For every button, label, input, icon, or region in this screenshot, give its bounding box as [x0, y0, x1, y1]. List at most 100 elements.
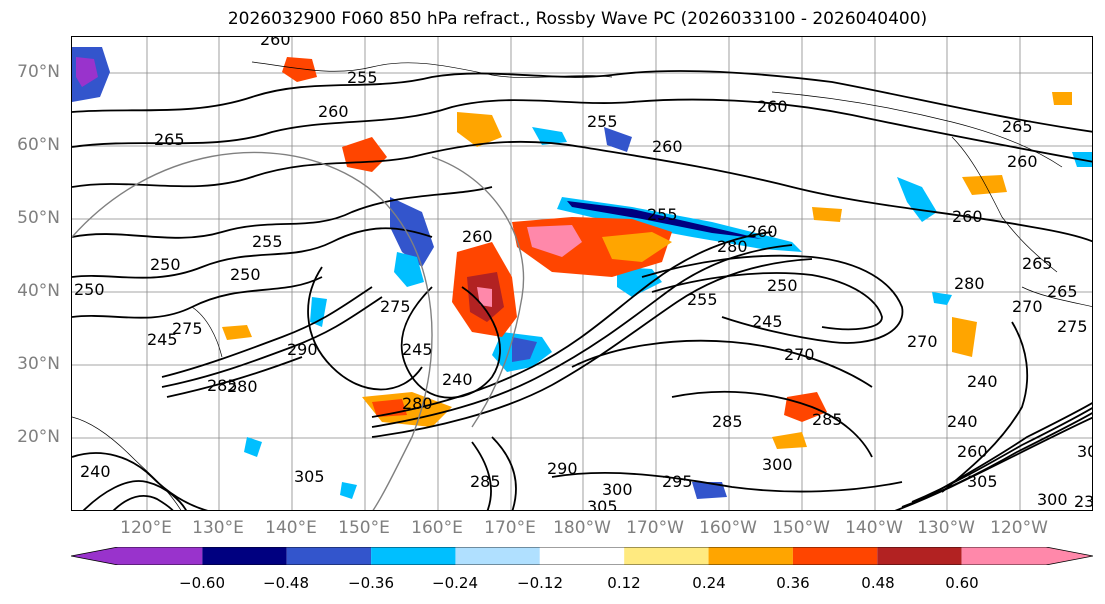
lon-label: 130°E [192, 518, 244, 538]
contour-label: 280 [717, 237, 748, 256]
contour-label: 260 [1007, 152, 1038, 171]
contour-label: 270 [907, 332, 938, 351]
lat-label-60n: 60°N [17, 135, 60, 155]
colorbar [71, 547, 1093, 565]
lat-label-50n: 50°N [17, 208, 60, 228]
contour-label: 275 [380, 297, 411, 316]
colorbar-tick: 0.60 [945, 574, 979, 592]
contour-label: 245 [402, 340, 433, 359]
contour-label: 300 [1037, 490, 1068, 509]
colorbar-tick: 0.24 [692, 574, 726, 592]
lon-label: 180°W [553, 518, 611, 538]
colorbar-tick: −0.36 [348, 574, 394, 592]
colorbar-segment [71, 547, 203, 565]
lat-label-30n: 30°N [17, 354, 60, 374]
contour-label: 260 [260, 37, 291, 49]
contour-label: 250 [767, 276, 798, 295]
contour-label: 250 [150, 255, 181, 274]
colorbar-tick: −0.48 [263, 574, 309, 592]
contour-label: 285 [812, 410, 843, 429]
contour-label: 280 [227, 377, 258, 396]
colorbar-segment [792, 547, 878, 565]
lon-label: 150°E [338, 518, 390, 538]
contour-label: 250 [74, 280, 105, 299]
lat-label-70n: 70°N [17, 62, 60, 82]
colorbar-tick: 0.36 [776, 574, 810, 592]
lon-label: 170°W [626, 518, 684, 538]
lon-label: 160°E [411, 518, 463, 538]
contour-label: 255 [252, 232, 283, 251]
contour-label: 285 [470, 472, 501, 491]
lon-label: 160°W [699, 518, 757, 538]
contour-label: 240 [967, 372, 998, 391]
contour-label: 305 [294, 467, 325, 486]
colorbar-tick: −0.12 [517, 574, 563, 592]
contour-label: 265 [1047, 282, 1078, 301]
contour-label: 235 [1074, 492, 1093, 511]
contour-label: 240 [442, 370, 473, 389]
contour-label: 290 [287, 340, 318, 359]
contour-label: 270 [784, 345, 815, 364]
map-canvas: 260 255 260 265 255 260 260 265 260 255 … [72, 37, 1093, 511]
lat-label-40n: 40°N [17, 281, 60, 301]
contour-label: 260 [957, 442, 988, 461]
contour-label: 280 [402, 394, 433, 413]
coastlines [72, 61, 1092, 510]
colorbar-segment [961, 547, 1093, 565]
colorbar-tick: −0.24 [432, 574, 478, 592]
colorbar-segment [539, 547, 625, 565]
contour-label: 240 [947, 412, 978, 431]
contour-label: 260 [757, 97, 788, 116]
contour-label: 255 [687, 290, 718, 309]
colorbar-segment [371, 547, 456, 565]
lon-label: 130°W [917, 518, 975, 538]
lon-label: 150°W [772, 518, 830, 538]
contour-label: 305 [587, 497, 618, 511]
lon-label: 140°W [845, 518, 903, 538]
contour-label: 260 [952, 207, 983, 226]
contour-label: 300 [762, 455, 793, 474]
shading-positive [222, 57, 1072, 449]
contour-label: 285 [207, 376, 238, 395]
lon-label: 140°E [265, 518, 317, 538]
contour-label: 255 [647, 205, 678, 224]
lon-label: 120°W [990, 518, 1048, 538]
contour-label: 305 [967, 472, 998, 491]
map-panel: 260 255 260 265 255 260 260 265 260 255 … [71, 36, 1093, 511]
colorbar-segment [877, 547, 962, 565]
contour-label: 300 [602, 480, 633, 499]
lon-label: 120°E [120, 518, 172, 538]
lat-label-20n: 20°N [17, 427, 60, 447]
contour-label: 275 [1057, 317, 1088, 336]
contour-label: 260 [462, 227, 493, 246]
map-title: 2026032900 F060 850 hPa refract., Rossby… [227, 9, 928, 29]
rossby-path-arcs [72, 151, 525, 510]
contour-label: 245 [147, 330, 178, 349]
colorbar-segment [624, 547, 709, 565]
contour-label: 265 [1002, 117, 1033, 136]
contour-label: 255 [347, 68, 378, 87]
contour-label: 280 [954, 274, 985, 293]
contour-label: 260 [318, 102, 349, 121]
contour-label: 295 [662, 472, 693, 491]
contour-label: 275 [172, 319, 203, 338]
colorbar-segment [455, 547, 540, 565]
contour-label: 285 [712, 412, 743, 431]
contour-label: 300 [1077, 442, 1093, 461]
colorbar-tick: 0.12 [607, 574, 641, 592]
contour-label: 260 [652, 137, 683, 156]
colorbar-segment [708, 547, 793, 565]
contour-label: 255 [587, 112, 618, 131]
lon-label: 170°E [484, 518, 536, 538]
contour-label: 270 [1012, 297, 1043, 316]
contour-label: 265 [154, 130, 185, 149]
contour-label: 290 [547, 459, 578, 478]
contour-label: 240 [80, 462, 111, 481]
contour-label: 260 [747, 222, 778, 241]
colorbar-segment [286, 547, 372, 565]
contour-label: 245 [752, 312, 783, 331]
colorbar-tick: −0.60 [179, 574, 225, 592]
contours [72, 70, 1092, 510]
contour-labels: 260 255 260 265 255 260 260 265 260 255 … [74, 37, 1093, 511]
colorbar-segment [202, 547, 287, 565]
